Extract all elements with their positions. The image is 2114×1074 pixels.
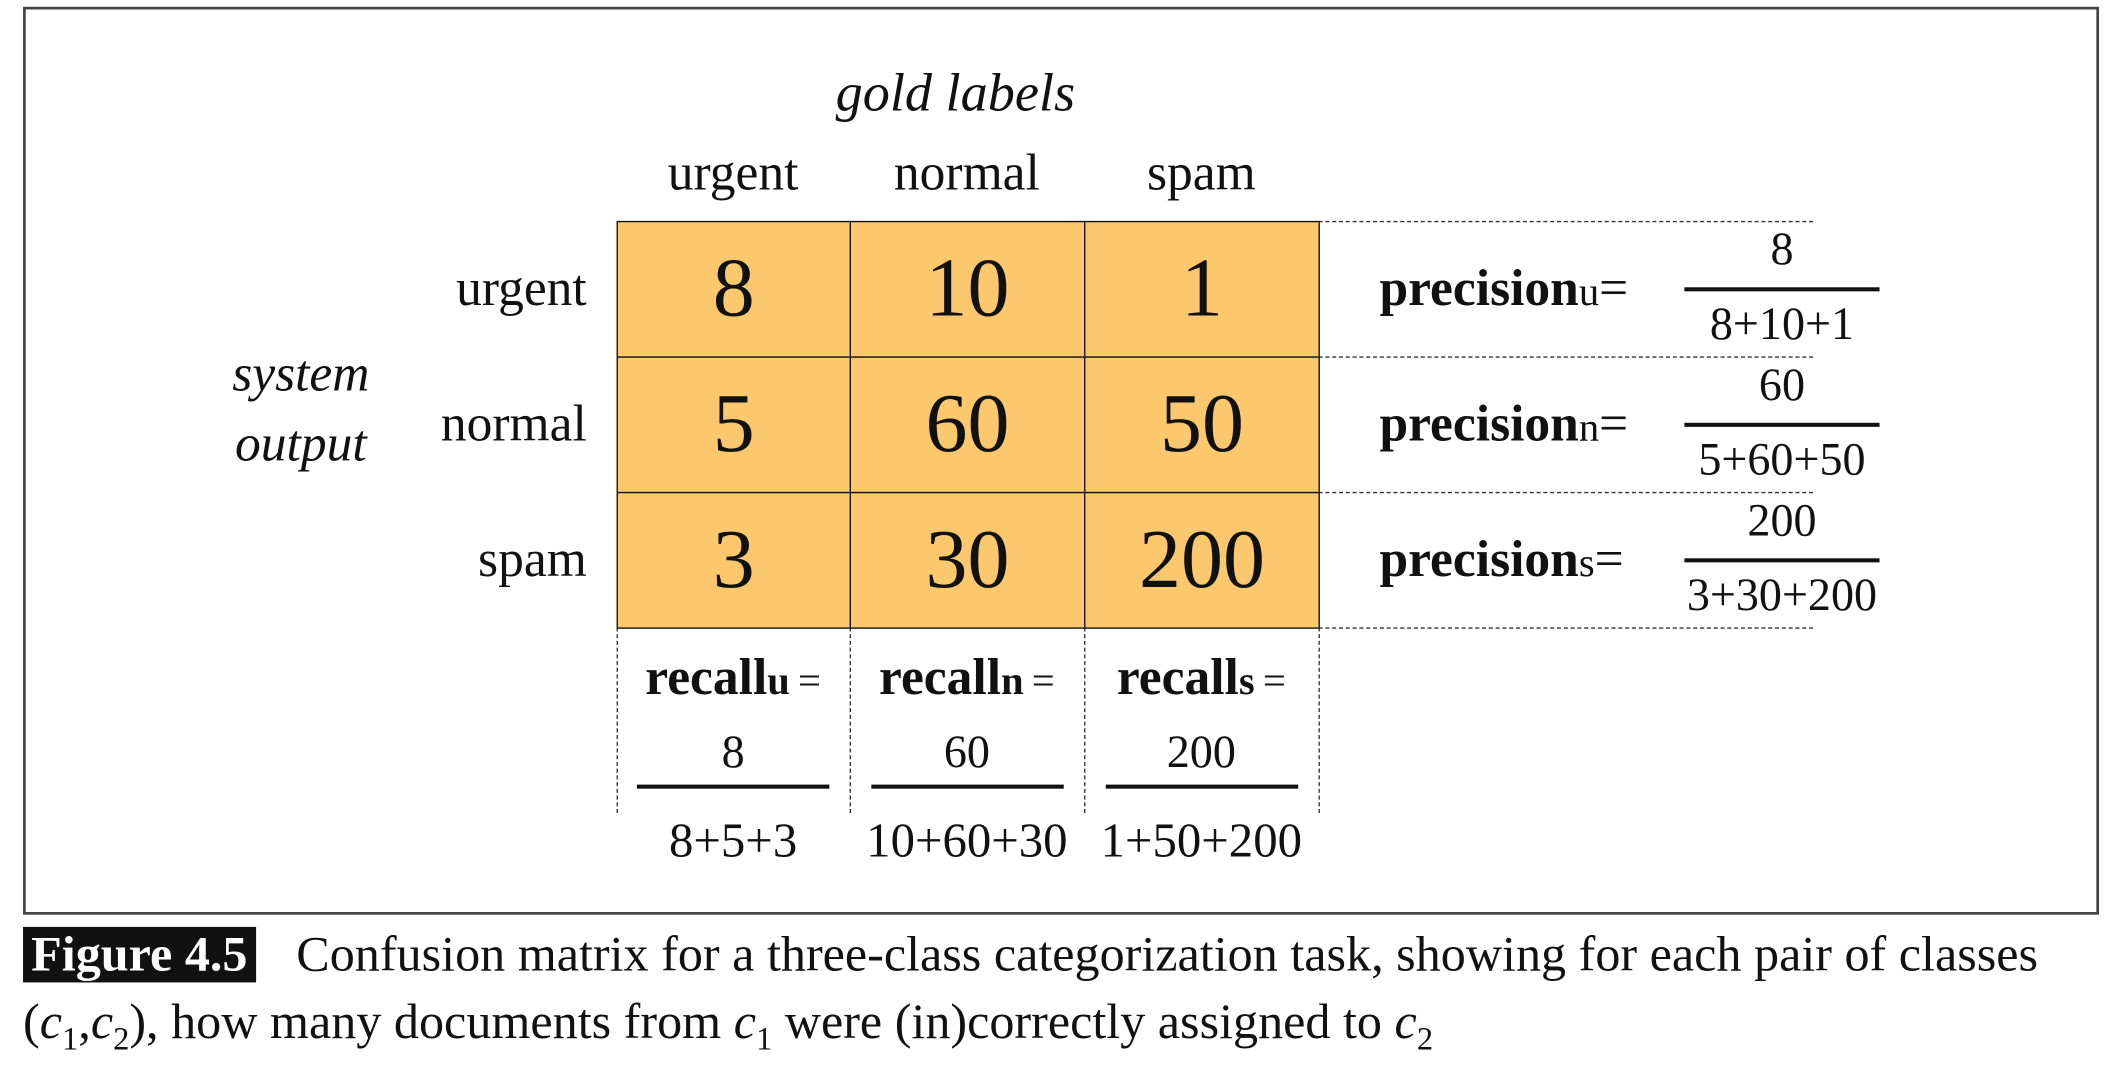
dashed-line: [1318, 627, 1814, 629]
precision-name: precision: [1379, 395, 1579, 453]
recall-name: recall: [645, 649, 768, 707]
matrix-cell: 50: [1084, 356, 1320, 494]
equals-sign: =: [798, 658, 821, 704]
precision-numerator: 200: [1747, 495, 1817, 547]
recall-label: recallu =: [645, 648, 821, 708]
precision-name: precision: [1379, 260, 1579, 318]
recall-subscript: s: [1238, 658, 1255, 704]
matrix-cell: 1: [1084, 220, 1320, 358]
recall-numerator: 60: [943, 727, 990, 778]
matrix-cell: 200: [1084, 491, 1320, 629]
math-variable: c: [39, 994, 63, 1051]
recall-label: recalln =: [879, 648, 1055, 708]
recall-numerator: 200: [1166, 727, 1236, 778]
recall-name: recall: [879, 649, 1002, 707]
precision-name: precision: [1379, 531, 1579, 589]
precision-denominator: 3+30+200: [1686, 570, 1878, 621]
dashed-line: [1318, 356, 1814, 358]
dashed-line: [1318, 220, 1814, 223]
row-header: normal: [440, 395, 587, 453]
matrix-cell: 8: [616, 220, 852, 358]
figure-label: Figure 4.5: [23, 926, 256, 983]
equals-sign: =: [1262, 658, 1286, 704]
row-header: urgent: [456, 260, 587, 318]
column-header: spam: [1146, 144, 1256, 202]
equals-sign: =: [1599, 395, 1629, 453]
math-variable: c: [733, 994, 756, 1051]
recall-numerator: 8: [721, 727, 745, 778]
dashed-line: [1318, 627, 1320, 814]
dashed-line: [1084, 627, 1086, 814]
precision-subscript: s: [1578, 540, 1595, 586]
fraction-bar: [870, 784, 1064, 789]
equals-sign: =: [1031, 658, 1055, 704]
equals-sign: =: [1594, 531, 1624, 589]
precision-denominator: 5+60+50: [1698, 434, 1866, 486]
math-variable: c: [1394, 994, 1417, 1051]
figure-caption: Figure 4.5 Confusion matrix for a three-c…: [23, 921, 2110, 1073]
matrix-cell: 10: [849, 220, 1086, 358]
caption-text: were (in)correctly assigned to: [772, 994, 1395, 1051]
matrix-cell: 5: [616, 356, 852, 494]
fraction-bar: [636, 784, 830, 789]
precision-subscript: n: [1578, 405, 1600, 450]
math-subscript: 2: [1416, 1022, 1434, 1058]
row-header: spam: [478, 531, 587, 589]
column-header: normal: [893, 144, 1040, 202]
system-output-label: system: [232, 345, 370, 403]
math-subscript: 1: [755, 1022, 773, 1058]
dashed-line: [616, 627, 618, 814]
recall-subscript: n: [1001, 658, 1024, 704]
fraction-bar: [1684, 287, 1880, 292]
precision-numerator: 8: [1770, 224, 1794, 276]
gold-labels: gold labels: [835, 61, 1076, 123]
precision-denominator: 8+10+1: [1709, 299, 1855, 350]
dashed-line: [849, 627, 852, 814]
fraction-bar: [1105, 784, 1298, 789]
recall-subscript: u: [767, 658, 790, 704]
matrix-cell: 30: [849, 491, 1086, 629]
fraction-bar: [1684, 422, 1880, 427]
column-header: urgent: [667, 144, 799, 202]
math-subscript: 2: [113, 1022, 130, 1058]
fraction-bar: [1684, 558, 1880, 563]
precision-label: precisions=: [1379, 530, 1623, 590]
recall-denominator: 1+50+200: [1100, 813, 1302, 868]
system-output-label: output: [235, 416, 367, 473]
precision-label: precisionu=: [1379, 259, 1628, 319]
precision-subscript: u: [1578, 269, 1600, 315]
caption-text: ), how many documents from: [129, 994, 734, 1051]
figure-frame: [23, 6, 2100, 915]
matrix-cell: 3: [616, 491, 852, 629]
equals-sign: =: [1599, 260, 1629, 318]
recall-label: recalls =: [1117, 648, 1286, 708]
precision-numerator: 60: [1758, 360, 1805, 411]
recall-name: recall: [1116, 649, 1239, 707]
recall-denominator: 8+5+3: [669, 813, 798, 868]
precision-label: precisionn=: [1379, 394, 1628, 454]
caption-text: ,: [78, 994, 91, 1051]
caption-text: Confusion matrix for a three-class categ…: [23, 926, 2039, 1051]
math-variable: c: [90, 994, 114, 1051]
dashed-line: [1318, 491, 1814, 494]
math-subscript: 1: [62, 1022, 79, 1058]
matrix-cell: 60: [849, 356, 1086, 494]
recall-denominator: 10+60+30: [866, 813, 1068, 868]
